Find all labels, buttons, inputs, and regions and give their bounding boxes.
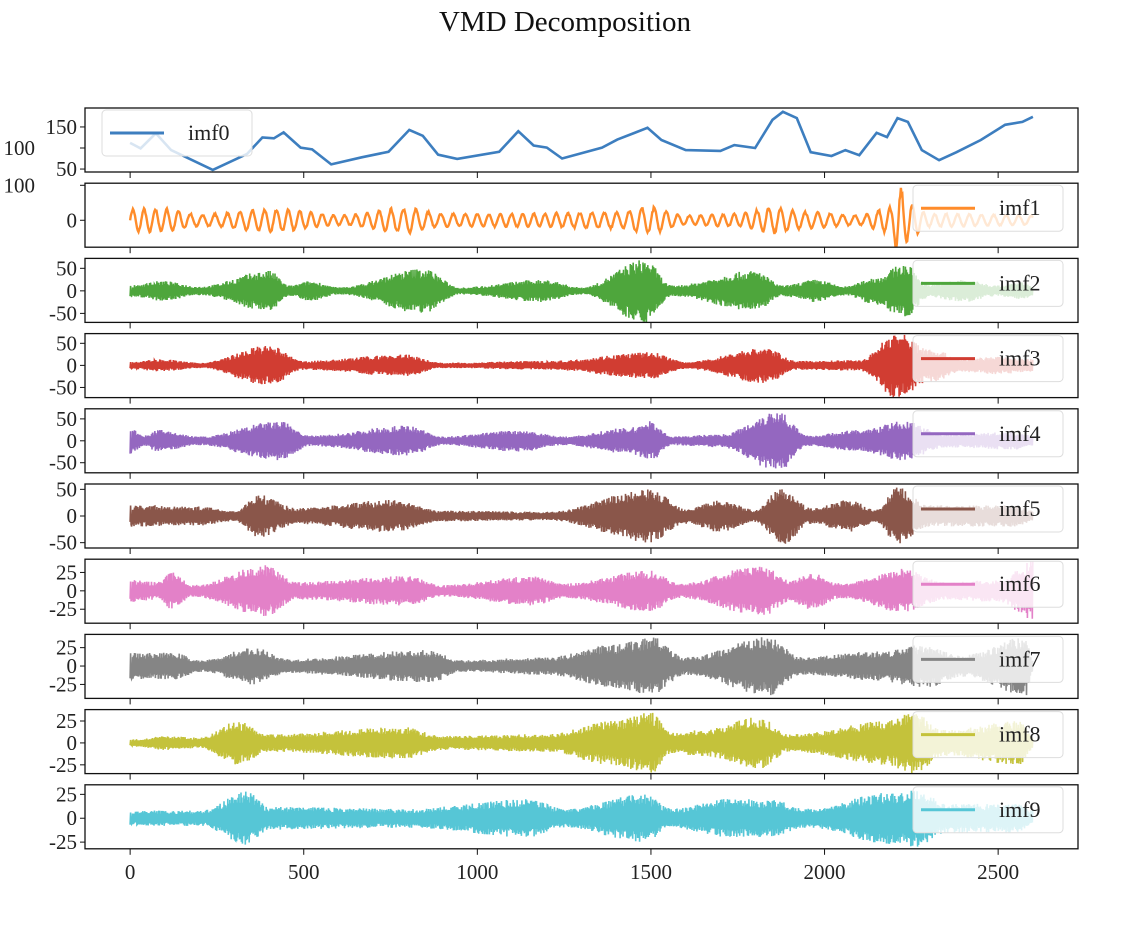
y-tick-label: 0: [67, 504, 78, 528]
axes-frame: [84, 107, 1079, 173]
x-tick-label: 2500: [977, 860, 1019, 884]
series-line-imf5: [129, 487, 1034, 544]
legend-box: [912, 635, 1064, 683]
y-tick-label: 0: [67, 429, 78, 453]
subplot-imf0: imf0 50 100 150: [4, 107, 1079, 181]
axes-frame: [84, 708, 1079, 775]
y-tick-label: 0: [67, 279, 78, 303]
y-tick-label: 25: [56, 709, 77, 733]
y-tick-label: 25: [56, 560, 77, 584]
x-tick-label: 1500: [630, 860, 672, 884]
series-line-imf6: [129, 561, 1034, 619]
subplot-imf1: imf1 0 100: [4, 173, 1079, 254]
series-line-imf2: [129, 260, 1034, 323]
legend-imf8: imf8: [912, 711, 1064, 759]
series-line-imf9: [129, 790, 1034, 847]
y-tick-label: 0: [67, 806, 78, 830]
y-tick-label: 50: [56, 477, 77, 501]
y-tick-label: 150: [46, 115, 78, 139]
legend-label-imf9: imf9: [999, 797, 1041, 822]
legend-label-imf7: imf7: [999, 646, 1041, 671]
x-tick-label: 0: [125, 860, 136, 884]
legend-box: [912, 259, 1064, 307]
legend-label-imf4: imf4: [999, 421, 1041, 446]
legend-label-imf6: imf6: [999, 571, 1041, 596]
legend-label-imf8: imf8: [999, 722, 1041, 747]
legend-imf6: imf6: [912, 560, 1064, 608]
legend-label-imf2: imf2: [999, 270, 1041, 295]
legend-imf2: imf2: [912, 259, 1064, 307]
legend-label-imf5: imf5: [999, 496, 1041, 521]
y-tick-label: 100: [4, 173, 36, 197]
y-tick-label: 50: [56, 157, 77, 181]
y-tick-label: -50: [49, 375, 77, 399]
legend-imf1: imf1: [912, 184, 1064, 232]
legend-box: [912, 711, 1064, 759]
y-tick-label: -25: [49, 753, 77, 777]
legend-label-imf1: imf1: [999, 195, 1041, 220]
legend-label-imf3: imf3: [999, 346, 1041, 371]
y-tick-label: 25: [56, 782, 77, 806]
legend-label-imf0: imf0: [188, 120, 230, 145]
series-line-imf3: [129, 334, 1034, 398]
y-tick-label: -25: [49, 830, 77, 854]
legend-box: [101, 109, 253, 157]
series-line-imf4: [129, 413, 1034, 469]
y-tick-label: 0: [67, 654, 78, 678]
series-line-imf7: [129, 637, 1034, 696]
y-tick-label: 0: [67, 731, 78, 755]
legend-box: [912, 786, 1064, 834]
x-tick-label: 500: [288, 860, 320, 884]
y-tick-label: 50: [56, 256, 77, 280]
y-tick-label: -50: [49, 301, 77, 325]
y-tick-label: -50: [49, 531, 77, 555]
axes-frame: [84, 784, 1079, 850]
subplot-imf5: imf5 -50 0 50: [49, 477, 1079, 555]
y-tick-label: 0: [67, 208, 78, 232]
series-line-imf1: [128, 187, 1034, 248]
y-tick-label: 50: [56, 407, 77, 431]
legend-box: [912, 485, 1064, 533]
y-tick-label: 25: [56, 636, 77, 660]
y-tick-label: 100: [4, 136, 36, 160]
y-tick-label: 50: [56, 331, 77, 355]
series-line-imf0: [129, 110, 1034, 172]
x-tick-label: 2000: [804, 860, 846, 884]
legend-box: [912, 560, 1064, 608]
series-line-imf8: [129, 712, 1034, 774]
chart-title: VMD Decomposition: [438, 6, 692, 38]
legend-imf0: imf0: [101, 109, 253, 157]
legend-imf4: imf4: [912, 410, 1064, 458]
legend-imf3: imf3: [912, 335, 1064, 383]
legend-imf9: imf9: [912, 786, 1064, 834]
y-tick-label: 0: [67, 353, 78, 377]
axes-frame: [84, 182, 1079, 248]
legend-imf5: imf5: [912, 485, 1064, 533]
y-tick-label: 0: [67, 579, 78, 603]
legend-box: [912, 184, 1064, 232]
x-tick-label: 1000: [456, 860, 498, 884]
y-tick-label: -25: [49, 672, 77, 696]
y-tick-label: -25: [49, 597, 77, 621]
legend-box: [912, 335, 1064, 383]
y-tick-label: -50: [49, 451, 77, 475]
legend-box: [912, 410, 1064, 458]
legend-imf7: imf7: [912, 635, 1064, 683]
